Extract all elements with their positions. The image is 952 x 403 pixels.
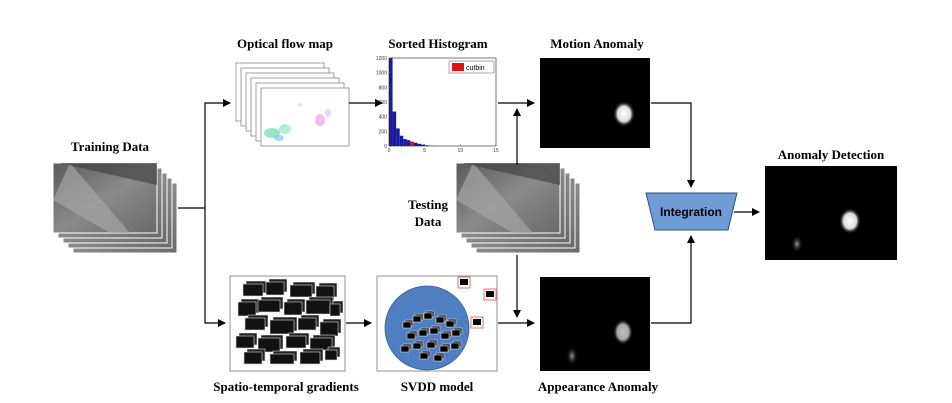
histogram-bar — [413, 142, 418, 146]
svdd-sample — [412, 315, 422, 323]
integration-block — [645, 192, 738, 231]
gradient-cuboid — [283, 301, 303, 316]
anomaly-detection-map — [765, 166, 897, 260]
testing-data-stack — [455, 162, 581, 254]
anomaly-detection-label: Anomaly Detection — [778, 147, 885, 162]
histogram-bar — [396, 128, 400, 146]
svdd-sample — [429, 327, 439, 335]
histogram-ytick-label: 1200 — [376, 56, 387, 62]
svdd-sample — [402, 321, 412, 329]
gradient-cuboid — [244, 317, 266, 331]
histogram-bar — [417, 143, 422, 146]
histogram-xtick-label: 10 — [458, 148, 464, 154]
gradient-cuboid — [329, 303, 341, 317]
gradient-cuboid — [269, 353, 295, 365]
histogram-bar — [406, 140, 411, 146]
gradient-cuboid — [305, 299, 331, 315]
gradient-cuboid — [324, 349, 338, 361]
arrow-split-to-gradients — [204, 208, 226, 327]
svdd-sample — [450, 342, 460, 350]
svdd-outlier-sample — [486, 291, 494, 297]
svdd-outlier-sample — [473, 319, 481, 325]
svdd-sample — [419, 352, 429, 360]
gradient-cuboid — [289, 284, 313, 298]
histogram-legend-label: cutbin — [466, 65, 485, 72]
svdd-sample — [418, 329, 428, 337]
motion-anomaly-map — [540, 58, 650, 148]
gradient-cuboid — [257, 299, 281, 313]
histogram-ytick-label: 200 — [379, 129, 388, 135]
svdd-sample — [406, 332, 416, 340]
histogram-xtick-label: 15 — [493, 148, 499, 154]
histogram-bar — [424, 145, 429, 146]
svdd-model-image — [376, 275, 498, 372]
histogram-xtick-label: 5 — [423, 148, 426, 154]
svdd-sample — [426, 341, 436, 349]
testing-data-label-line2: Data — [415, 214, 442, 229]
appearance-anomaly-label: Appearance Anomaly — [538, 379, 659, 394]
svdd-sample — [435, 316, 445, 324]
histogram-cut-bar — [410, 141, 414, 146]
spatio-temporal-gradients-image — [229, 275, 346, 372]
svdd-sample — [412, 342, 422, 350]
histogram-bar — [392, 111, 397, 146]
histogram-bar — [403, 139, 407, 146]
gradient-cuboid — [242, 283, 264, 297]
motion-anomaly-label: Motion Anomaly — [550, 36, 644, 51]
svdd-sample — [440, 332, 450, 340]
gradient-cuboid — [235, 335, 255, 349]
gradient-cuboid — [269, 319, 295, 335]
appearance-anomaly-map — [540, 277, 650, 371]
arrow-appearance-to-integration — [651, 235, 695, 324]
optical-flow-label: Optical flow map — [237, 36, 333, 51]
svdd-sample — [433, 354, 443, 362]
histogram-ytick-label: 800 — [379, 85, 388, 91]
connectors — [178, 99, 760, 327]
gradient-cuboid — [243, 351, 263, 365]
optical-flow-stack — [235, 62, 350, 147]
gradient-cuboid — [299, 351, 321, 365]
testing-data-label-line1: Testing — [408, 197, 448, 212]
svdd-sample — [439, 345, 449, 353]
arrow-motion-to-integration — [651, 102, 695, 188]
histogram-bar — [421, 144, 425, 146]
histogram-bar — [399, 135, 404, 146]
gradient-cuboid — [237, 301, 257, 317]
training-data-label: Training Data — [71, 139, 150, 154]
histogram-ytick-label: 1000 — [376, 71, 387, 77]
svdd-sample — [445, 320, 455, 328]
histogram-ytick-label: 0 — [384, 144, 387, 150]
gradient-cuboid — [265, 281, 285, 296]
spatio-temporal-gradients-label: Spatio-temporal gradients — [213, 379, 359, 394]
sorted-histogram-label: Sorted Histogram — [388, 36, 487, 51]
svdd-sample — [400, 345, 410, 353]
histogram-xtick-label: 0 — [388, 148, 391, 154]
gradient-cuboid — [285, 335, 307, 349]
gradient-cuboid — [319, 321, 339, 337]
integration-label: Integration — [660, 205, 722, 219]
arrow-split-to-optical-flow — [204, 99, 231, 208]
training-data-stack — [52, 162, 178, 254]
gradient-cuboid — [297, 317, 317, 331]
svdd-outlier-sample — [460, 279, 468, 285]
gradient-cuboid — [257, 337, 281, 353]
svdd-sample — [423, 312, 433, 320]
svdd-sample — [451, 329, 461, 337]
histogram-ytick-label: 400 — [379, 115, 388, 121]
histogram-legend-swatch — [452, 63, 464, 71]
svdd-model-label: SVDD model — [401, 379, 474, 394]
